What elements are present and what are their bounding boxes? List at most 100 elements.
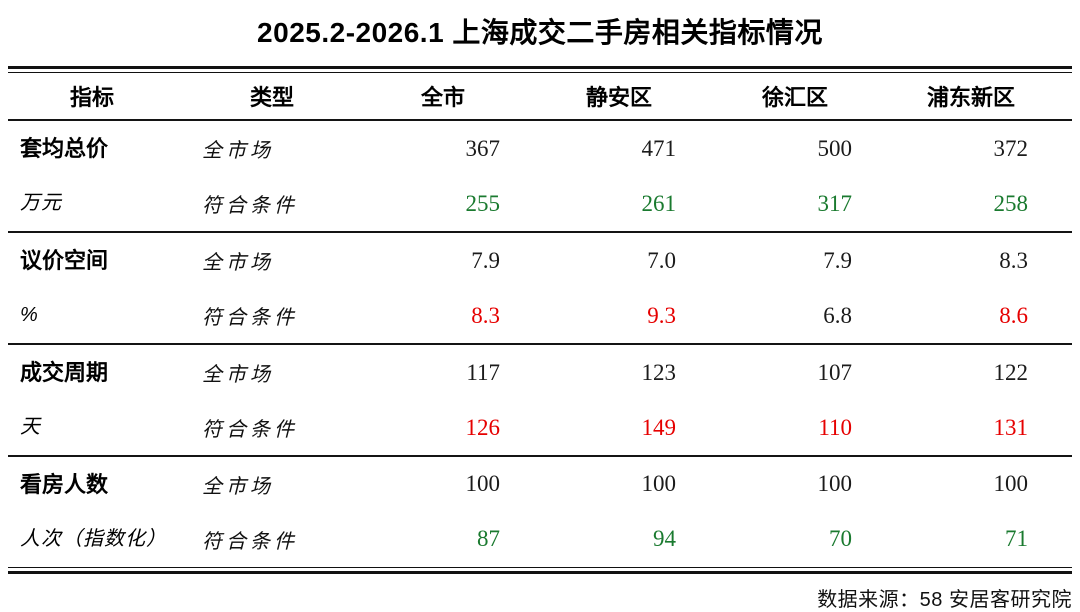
type-label: 全市场: [176, 455, 368, 512]
metric-value: 471: [641, 135, 677, 161]
metric-value: 7.9: [471, 247, 500, 273]
indicator-cell: 看房人数 人次（指数化）: [8, 455, 176, 567]
metric-value: 317: [817, 190, 853, 216]
value-cell: 255: [368, 176, 544, 232]
value-cell: 258: [896, 176, 1072, 232]
value-cell: 126: [368, 400, 544, 456]
indicator-name: 成交周期: [20, 360, 109, 385]
bottom-double-rule: [8, 567, 1072, 574]
header-citywide: 全市: [368, 73, 544, 121]
metric-value: 71: [1005, 526, 1028, 552]
value-cell: 7.0: [544, 231, 720, 288]
value-cell: 8.3: [896, 231, 1072, 288]
metric-value: 258: [993, 190, 1029, 216]
type-label: 全市场: [176, 119, 368, 176]
metric-value: 367: [465, 135, 501, 161]
value-cell: 100: [896, 455, 1072, 512]
value-cell: 8.3: [368, 288, 544, 344]
metric-value: 110: [818, 414, 852, 440]
value-cell: 100: [720, 455, 896, 512]
value-cell: 123: [544, 343, 720, 400]
table-row: 套均总价 万元 全市场 367 471 500 372: [8, 119, 1072, 232]
metric-value: 122: [993, 359, 1029, 385]
table-row: 符合条件 255 261 317 258: [8, 176, 1072, 232]
metric-value: 8.3: [471, 302, 500, 328]
table-row: 议价空间 % 全市场 7.9 7.0 7.9 8.3: [8, 231, 1072, 344]
data-source: 数据来源：58 安居客研究院: [817, 589, 1072, 611]
value-cell: 71: [896, 512, 1072, 568]
metric-value: 126: [465, 414, 501, 440]
metric-value: 8.6: [999, 302, 1028, 328]
metric-value: 255: [465, 190, 501, 216]
value-cell: 110: [720, 400, 896, 456]
value-cell: 9.3: [544, 288, 720, 344]
indicator-name: 看房人数: [20, 472, 109, 497]
metric-value: 123: [641, 359, 677, 385]
metric-value: 372: [993, 135, 1029, 161]
indicator-cell: 成交周期 天: [8, 343, 176, 456]
table-header: 指标 类型 全市 静安区 徐汇区 浦东新区: [8, 73, 1072, 121]
type-label: 符合条件: [202, 305, 298, 329]
value-cell: 87: [368, 512, 544, 568]
metric-value: 100: [641, 471, 677, 497]
type-label: 全市场: [176, 231, 368, 288]
value-cell: 117: [368, 343, 544, 400]
value-cell: 317: [720, 176, 896, 232]
indicator-name: 套均总价: [20, 136, 109, 161]
table-row: 符合条件 126 149 110 131: [8, 400, 1072, 456]
value-cell: 372: [896, 119, 1072, 176]
header-jingan: 静安区: [544, 73, 720, 121]
indicator-unit: 万元: [20, 192, 62, 214]
table-row: 成交周期 天 全市场 117 123 107 122: [8, 343, 1072, 456]
metric-value: 94: [653, 526, 676, 552]
value-cell: 471: [544, 119, 720, 176]
metric-value: 8.3: [999, 247, 1028, 273]
metric-value: 107: [817, 359, 853, 385]
value-cell: 500: [720, 119, 896, 176]
metric-value: 100: [465, 471, 501, 497]
top-double-rule: [8, 66, 1072, 73]
header-row: 指标 类型 全市 静安区 徐汇区 浦东新区: [8, 73, 1072, 121]
value-cell: 149: [544, 400, 720, 456]
metric-value: 100: [817, 471, 853, 497]
value-cell: 131: [896, 400, 1072, 456]
header-type: 类型: [176, 73, 368, 121]
value-cell: 122: [896, 343, 1072, 400]
value-cell: 367: [368, 119, 544, 176]
metric-value: 261: [641, 190, 677, 216]
metric-value: 7.9: [823, 247, 852, 273]
metric-value: 9.3: [647, 302, 676, 328]
type-label: 全市场: [176, 343, 368, 400]
value-cell: 7.9: [720, 231, 896, 288]
value-cell: 261: [544, 176, 720, 232]
value-cell: 6.8: [720, 288, 896, 344]
indicator-unit: 天: [20, 416, 41, 438]
value-cell: 7.9: [368, 231, 544, 288]
metric-value: 100: [993, 471, 1029, 497]
indicator-cell: 议价空间 %: [8, 231, 176, 344]
metric-value: 87: [477, 526, 500, 552]
header-xuhui: 徐汇区: [720, 73, 896, 121]
table-row: 符合条件 8.3 9.3 6.8 8.6: [8, 288, 1072, 344]
value-cell: 70: [720, 512, 896, 568]
table-row: 符合条件 87 94 70 71: [8, 512, 1072, 568]
page-title: 2025.2-2026.1 上海成交二手房相关指标情况: [257, 17, 823, 48]
indicator-unit: %: [20, 304, 39, 326]
type-label: 符合条件: [202, 417, 298, 441]
type-label: 符合条件: [202, 193, 298, 217]
header-indicator: 指标: [8, 73, 176, 121]
value-cell: 8.6: [896, 288, 1072, 344]
metric-value: 7.0: [647, 247, 676, 273]
metric-value: 117: [466, 359, 500, 385]
value-cell: 94: [544, 512, 720, 568]
value-cell: 107: [720, 343, 896, 400]
metric-value: 70: [829, 526, 852, 552]
indicator-unit: 人次（指数化）: [20, 528, 167, 550]
table-row: 看房人数 人次（指数化） 全市场 100 100 100 100: [8, 455, 1072, 567]
metric-value: 500: [817, 135, 853, 161]
indicator-cell: 套均总价 万元: [8, 119, 176, 232]
metric-value: 131: [993, 414, 1029, 440]
header-pudong: 浦东新区: [896, 73, 1072, 121]
value-cell: 100: [544, 455, 720, 512]
